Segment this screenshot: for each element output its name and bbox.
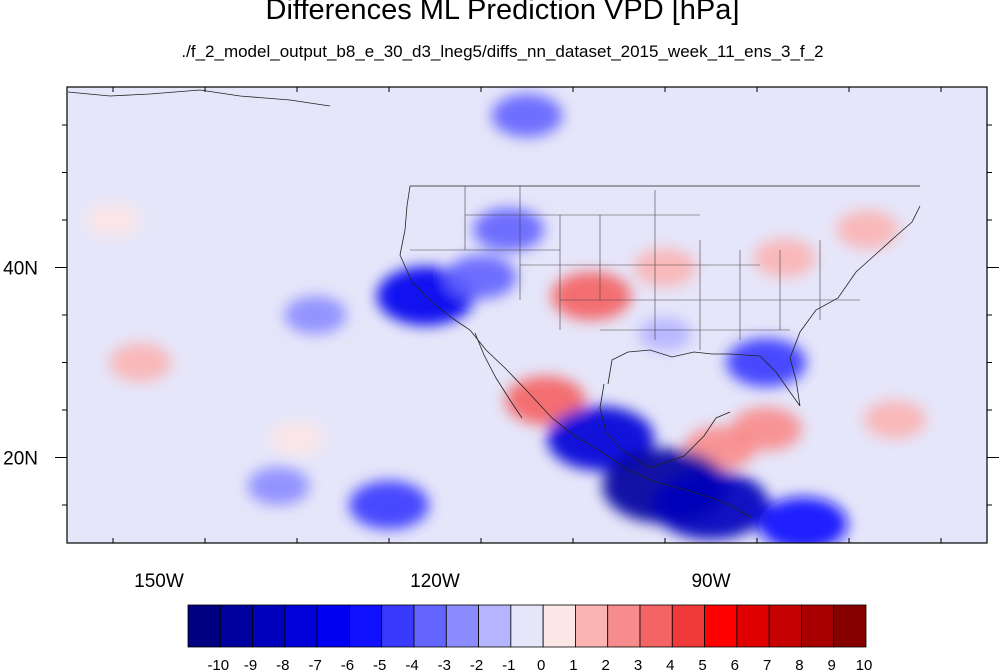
map-panel xyxy=(55,86,999,544)
colorbar-box xyxy=(736,604,770,648)
colorbar-box xyxy=(187,604,221,648)
colorbar-box xyxy=(478,604,512,648)
chart-subtitle: ./f_2_model_output_b8_e_30_d3_lneg5/diff… xyxy=(181,42,824,61)
colorbar-label: -6 xyxy=(341,657,354,672)
colorbar: -10 -9 -8 -7 -6 -5 -4 -3 -2 -1 0 1 2 3 4 5 6 7 8 9 10 xyxy=(187,604,873,672)
x-tick-label: 90W xyxy=(691,571,730,592)
colorbar-label: 9 xyxy=(828,657,836,672)
anomaly-region-pos-9 xyxy=(86,203,140,237)
colorbar-label: 10 xyxy=(856,657,873,672)
colorbar-label: -4 xyxy=(405,657,418,672)
y-tick-label: 40N xyxy=(3,259,38,280)
colorbar-label: -3 xyxy=(438,657,451,672)
map-background xyxy=(67,87,987,543)
anomaly-region-neg-12 xyxy=(445,255,517,299)
colorbar-box xyxy=(704,604,738,648)
colorbar-label: 7 xyxy=(763,657,771,672)
anomaly-region-pos-2 xyxy=(753,238,816,278)
colorbar-box xyxy=(510,604,544,648)
state-borders xyxy=(410,186,860,350)
x-tick-label: 150W xyxy=(134,571,184,592)
colorbar-box xyxy=(671,604,705,648)
anomaly-region-pos-8 xyxy=(270,421,324,456)
colorbar-box xyxy=(833,604,867,648)
coastline-outline xyxy=(67,89,921,519)
colorbar-label: 8 xyxy=(795,657,803,672)
anomaly-region-pos-3 xyxy=(836,210,899,249)
colorbar-box xyxy=(252,604,286,648)
x-axis-labels: 150W 120W 90W xyxy=(134,571,730,592)
anomaly-region-pos-5 xyxy=(864,400,926,439)
colorbar-label: 0 xyxy=(537,657,545,672)
anomaly-region-pos-1 xyxy=(634,248,696,287)
colorbar-box xyxy=(284,604,318,648)
colorbar-box xyxy=(801,604,835,648)
colorbar-label: -8 xyxy=(276,657,289,672)
colorbar-box xyxy=(768,604,802,648)
colorbar-label: 5 xyxy=(698,657,706,672)
colorbar-box xyxy=(219,604,253,648)
colorbar-label: -1 xyxy=(502,657,515,672)
anomaly-region-neg-13 xyxy=(473,207,545,252)
anomaly-region-neg-16 xyxy=(653,470,769,540)
colorbar-box xyxy=(575,604,609,648)
anomaly-region-neg-22 xyxy=(758,497,848,543)
anomaly-region-pos-0 xyxy=(551,271,632,321)
anomaly-region-neg-18 xyxy=(491,93,563,138)
anomaly-region-neg-20 xyxy=(247,466,310,506)
axis-ticks xyxy=(55,87,999,543)
colorbar-label: 4 xyxy=(666,657,674,672)
colorbar-label: -5 xyxy=(373,657,386,672)
colorbar-box xyxy=(316,604,350,648)
anomaly-region-neg-19 xyxy=(349,480,429,530)
anomaly-region-neg-23 xyxy=(638,317,692,351)
map-frame xyxy=(66,86,988,544)
colorbar-box xyxy=(607,604,641,648)
colorbar-box xyxy=(542,604,576,648)
colorbar-label: 3 xyxy=(634,657,642,672)
chart-title: Differences ML Prediction VPD [hPa] xyxy=(265,0,740,26)
colorbar-label: -2 xyxy=(470,657,483,672)
y-tick-label: 20N xyxy=(3,449,38,470)
anomaly-region-pos-10 xyxy=(505,376,586,425)
colorbar-box xyxy=(349,604,383,648)
colorbar-label: -7 xyxy=(308,657,321,672)
colorbar-box xyxy=(445,604,479,648)
colorbar-label: -9 xyxy=(244,657,257,672)
anomaly-region-neg-14 xyxy=(547,406,655,471)
anomaly-region-pos-7 xyxy=(109,343,172,382)
y-axis-labels: 40N 20N xyxy=(3,259,38,470)
colorbar-label: -10 xyxy=(207,657,229,672)
colorbar-box xyxy=(639,604,673,648)
colorbar-label: 6 xyxy=(731,657,739,672)
x-tick-label: 120W xyxy=(410,571,460,592)
colorbar-label: 2 xyxy=(602,657,610,672)
colorbar-box xyxy=(381,604,415,648)
colorbar-box xyxy=(413,604,447,648)
anomaly-region-neg-21 xyxy=(284,295,347,335)
colorbar-label: 1 xyxy=(569,657,577,672)
